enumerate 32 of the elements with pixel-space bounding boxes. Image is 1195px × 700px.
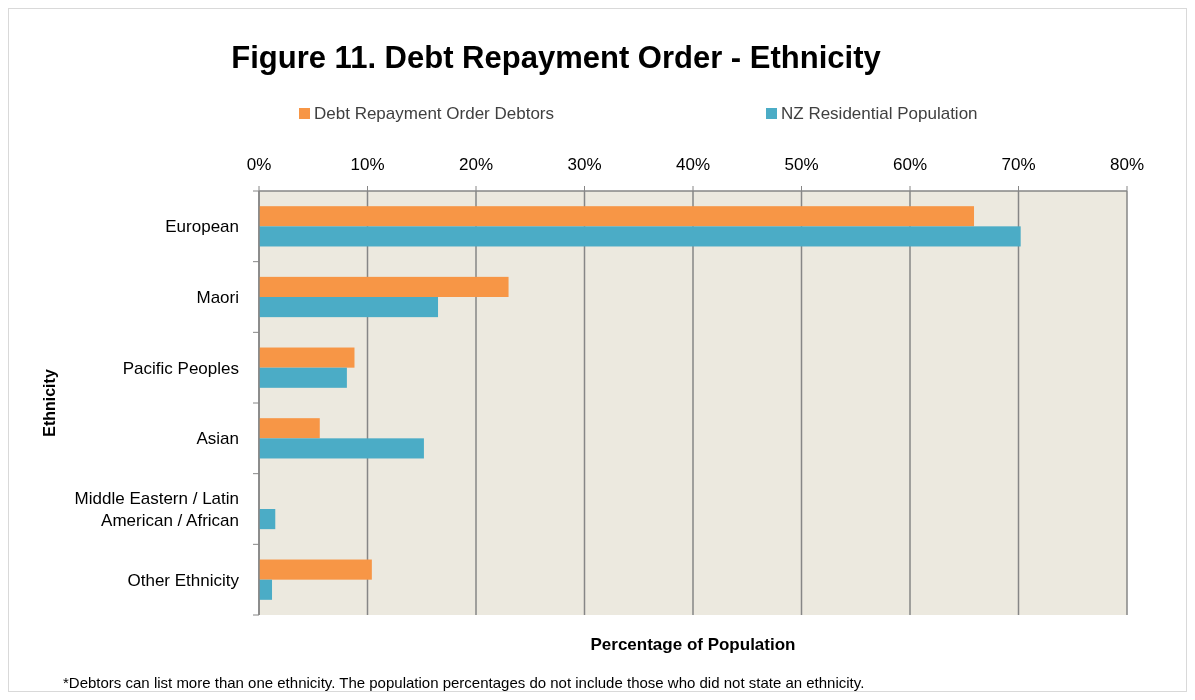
bar xyxy=(259,297,439,318)
x-tick-label: 70% xyxy=(1001,155,1036,174)
bar xyxy=(259,579,273,600)
y-axis-title: Ethnicity xyxy=(41,369,58,437)
bar xyxy=(259,226,1021,247)
text: *Debtors can list more than one ethnicity. The population percentages do not include those who did not state an ethnicity. xyxy=(63,674,865,691)
y-tick-label: European xyxy=(165,217,239,237)
x-tick-label: 0% xyxy=(246,155,272,174)
bar xyxy=(259,206,975,227)
x-tick-label: 20% xyxy=(458,155,494,174)
x-tick-label: 80% xyxy=(1109,155,1145,174)
x-tick-label: 30% xyxy=(567,155,602,174)
legend-label: NZ Residential Population xyxy=(781,104,978,123)
chart-title: Figure 11. Debt Repayment Order - Ethnicity xyxy=(231,40,882,75)
bar xyxy=(259,347,355,368)
bar xyxy=(259,418,320,439)
x-axis-title: Percentage of Population xyxy=(590,635,796,654)
bar xyxy=(259,559,372,580)
bar xyxy=(259,509,276,530)
y-tick-label: Pacific Peoples xyxy=(122,358,239,378)
bar xyxy=(259,367,347,388)
x-tick-label: 40% xyxy=(675,155,711,174)
x-tick-label: 60% xyxy=(892,155,928,174)
legend-label: Debt Repayment Order Debtors xyxy=(314,104,554,123)
y-tick-label: Asian xyxy=(196,429,239,449)
y-tick-label: Maori xyxy=(196,288,239,307)
x-tick-label: 50% xyxy=(784,155,819,174)
y-tick-label: Middle Eastern / Latin American / African xyxy=(74,489,239,530)
y-tick-label: Other Ethnicity xyxy=(127,570,240,590)
bar xyxy=(259,438,424,459)
x-tick-label: 10% xyxy=(350,155,385,174)
bar xyxy=(259,276,509,297)
